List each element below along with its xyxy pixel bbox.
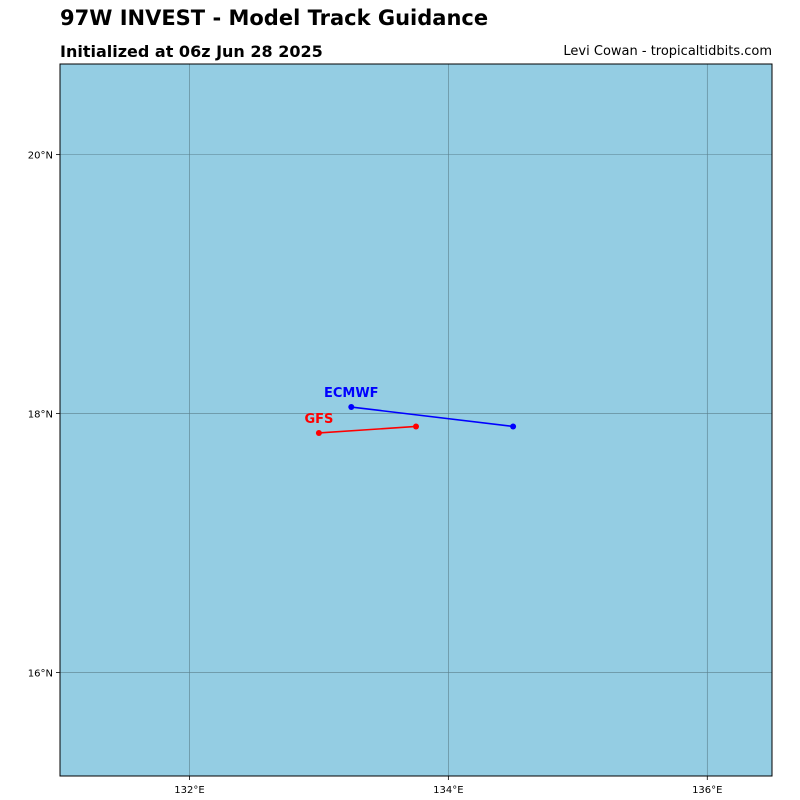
track-point-gfs — [315, 429, 322, 436]
track-label-ecmwf: ECMWF — [324, 386, 379, 401]
track-point-ecmwf — [510, 423, 517, 430]
track-point-ecmwf — [348, 404, 355, 411]
latitude-tick-label: 20°N — [28, 151, 53, 162]
longitude-tick-label: 132°E — [174, 785, 204, 796]
longitude-tick-label: 136°E — [692, 785, 722, 796]
chart-title: 97W INVEST - Model Track Guidance — [60, 6, 489, 30]
ocean-area — [60, 64, 772, 776]
init-time-subtitle: Initialized at 06z Jun 28 2025 — [60, 42, 323, 61]
track-point-gfs — [413, 423, 419, 430]
track-line-ecmwf — [351, 406, 514, 428]
longitude-tick-label: 134°E — [433, 785, 463, 796]
map-frame — [59, 63, 773, 777]
track-label-gfs: GFS — [304, 412, 333, 427]
credit-text: Levi Cowan - tropicaltidbits.com — [563, 44, 772, 59]
latitude-tick-label: 18°N — [28, 410, 53, 421]
latitude-tick-label: 16°N — [28, 668, 53, 679]
track-line-gfs — [318, 425, 417, 434]
